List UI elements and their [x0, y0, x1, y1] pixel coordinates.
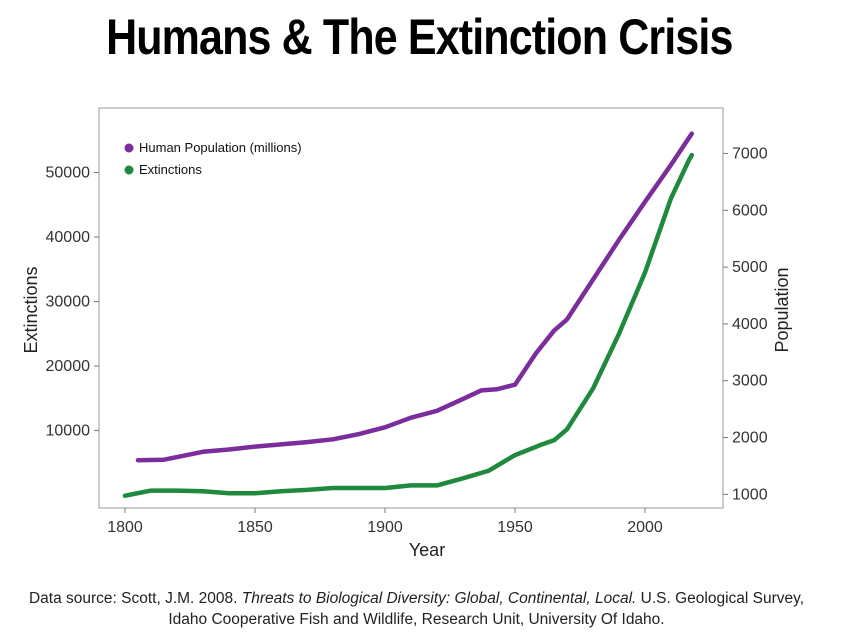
citation-prefix: Data source: Scott, J.M. 2008. — [28, 590, 242, 607]
legend: Human Population (millions) Extinctions — [124, 140, 302, 177]
right-tick-label: 6000 — [732, 202, 768, 219]
right-tick-label: 7000 — [732, 145, 768, 162]
right-axis-ticks: 1000 2000 3000 4000 5000 6000 7000 — [723, 145, 768, 503]
plot-area-frame — [98, 107, 724, 509]
x-tick-label: 2000 — [627, 519, 663, 536]
right-tick-label: 1000 — [732, 486, 768, 503]
series-layer — [122, 131, 695, 498]
series-line-extinctions — [122, 152, 695, 498]
right-axis-title: Population — [772, 267, 792, 352]
left-tick-label: 50000 — [46, 165, 91, 182]
left-axis-ticks: 10000 20000 30000 40000 50000 — [46, 165, 99, 440]
left-tick-label: 30000 — [46, 294, 91, 311]
right-tick-label: 4000 — [732, 316, 768, 333]
citation-line-2: Idaho Cooperative Fish and Wildlife, Res… — [168, 611, 665, 628]
left-tick-label: 20000 — [46, 358, 91, 375]
legend-marker-extinctions — [124, 165, 134, 175]
slide-title: Humans & The Extinction Crisis — [106, 9, 733, 65]
left-tick-label: 40000 — [46, 229, 91, 246]
citation-title: Threats to Biological Diversity: Global,… — [241, 590, 637, 607]
data-source-citation: Data source: Scott, J.M. 2008. Threats t… — [0, 588, 843, 630]
left-axis-title: Extinctions — [21, 266, 41, 353]
right-tick-label: 2000 — [732, 430, 768, 447]
series-line-population — [135, 131, 695, 463]
x-axis-title: Year — [409, 540, 445, 560]
right-tick-label: 3000 — [732, 373, 768, 390]
x-tick-label: 1800 — [107, 519, 143, 536]
right-tick-label: 5000 — [732, 259, 768, 276]
x-tick-label: 1900 — [367, 519, 403, 536]
legend-marker-population — [124, 143, 134, 153]
left-tick-label: 10000 — [46, 423, 91, 440]
x-tick-label: 1950 — [497, 519, 533, 536]
citation-suffix: U.S. Geological Survey, — [636, 590, 805, 607]
x-axis-ticks: 1800 1850 1900 1950 2000 — [107, 508, 663, 536]
x-tick-label: 1850 — [237, 519, 273, 536]
legend-label-extinctions: Extinctions — [139, 162, 202, 177]
citation-line-1: Data source: Scott, J.M. 2008. Threats t… — [0, 588, 843, 609]
legend-label-population: Human Population (millions) — [139, 140, 302, 155]
